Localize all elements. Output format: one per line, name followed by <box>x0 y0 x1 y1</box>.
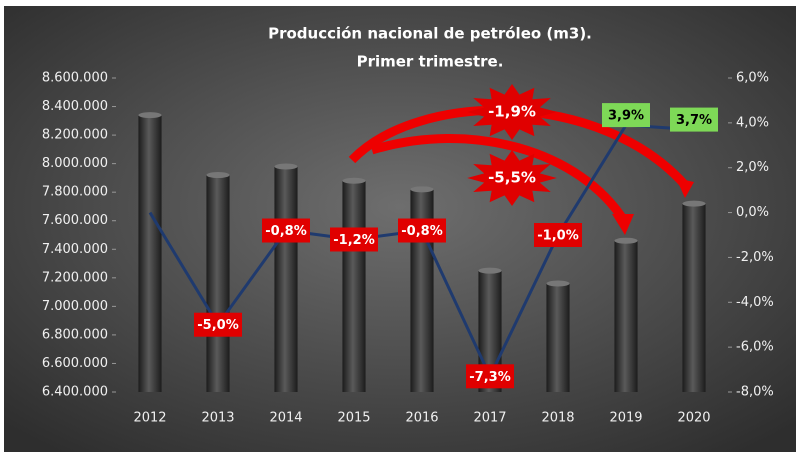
y2-tick-label: 2,0% <box>736 160 769 175</box>
value-label-box <box>466 364 514 389</box>
value-label: -7,3% <box>469 370 510 385</box>
annotation: -1,9% <box>488 103 536 121</box>
bar-cap <box>274 163 298 170</box>
y-tick-label: 7.800.000 <box>42 185 108 200</box>
value-label: -0,8% <box>401 224 442 239</box>
y-tick-label: 8.200.000 <box>42 128 108 143</box>
y-tick-label: 7.000.000 <box>42 299 108 314</box>
y2-tick-label: 4,0% <box>736 115 769 130</box>
x-tick-label: 2019 <box>609 411 642 426</box>
bar <box>138 115 162 392</box>
y-tick-label: 7.400.000 <box>42 242 108 257</box>
bar <box>546 283 570 392</box>
value-label: -0,8% <box>265 224 306 239</box>
chart-subtitle: Primer trimestre. <box>357 53 504 71</box>
y2-tick-label: -4,0% <box>736 295 774 310</box>
arrow-head <box>676 178 694 198</box>
x-tick-label: 2014 <box>269 411 302 426</box>
value-label-box <box>330 227 378 252</box>
y-tick-label: 6.400.000 <box>42 385 108 400</box>
value-label-box <box>670 107 718 132</box>
value-label: 3,9% <box>608 109 644 124</box>
starburst <box>467 150 557 206</box>
x-tick-label: 2015 <box>337 411 370 426</box>
bar-cap <box>546 280 570 287</box>
y-tick-label: 6.600.000 <box>42 356 108 371</box>
bar-cap <box>410 186 434 193</box>
y-tick-label: 8.000.000 <box>42 156 108 171</box>
chart-title: Producción nacional de petróleo (m3). <box>268 25 592 43</box>
value-label: -1,2% <box>333 233 374 248</box>
x-tick-label: 2016 <box>405 411 438 426</box>
y-tick-label: 7.200.000 <box>42 270 108 285</box>
bar-cap <box>682 200 706 207</box>
y2-tick-label: -8,0% <box>736 385 774 400</box>
y2-tick-label: 6,0% <box>736 71 769 86</box>
bar-cap <box>342 177 366 184</box>
x-tick-label: 2017 <box>473 411 506 426</box>
bar <box>274 166 298 392</box>
value-label-box <box>194 312 242 337</box>
value-label-box <box>602 103 650 128</box>
value-label: 3,7% <box>676 113 712 128</box>
bar-cap <box>138 112 162 119</box>
bar <box>206 175 230 392</box>
bar <box>682 203 706 392</box>
value-label: -1,0% <box>537 229 578 244</box>
value-label-box <box>398 218 446 243</box>
arrow <box>370 134 629 225</box>
bar-cap <box>478 267 502 274</box>
y2-tick-label: -6,0% <box>736 340 774 355</box>
starburst <box>467 84 557 140</box>
x-tick-label: 2012 <box>133 411 166 426</box>
annotation: -5,5% <box>488 169 536 187</box>
bar <box>614 240 638 392</box>
value-label: -5,0% <box>197 318 238 333</box>
x-tick-label: 2020 <box>677 411 710 426</box>
bar-cap <box>614 237 638 244</box>
value-label-box <box>262 218 310 243</box>
y-tick-label: 7.600.000 <box>42 213 108 228</box>
value-label-box <box>534 223 582 247</box>
x-tick-label: 2013 <box>201 411 234 426</box>
bar <box>342 180 366 392</box>
y2-tick-label: 0,0% <box>736 205 769 220</box>
y-tick-label: 8.400.000 <box>42 99 108 114</box>
x-tick-label: 2018 <box>541 411 574 426</box>
arrow-head <box>612 214 634 235</box>
y2-tick-label: -2,0% <box>736 250 774 265</box>
bar-cap <box>206 172 230 179</box>
y-tick-label: 6.800.000 <box>42 327 108 342</box>
y-tick-label: 8.600.000 <box>42 71 108 86</box>
